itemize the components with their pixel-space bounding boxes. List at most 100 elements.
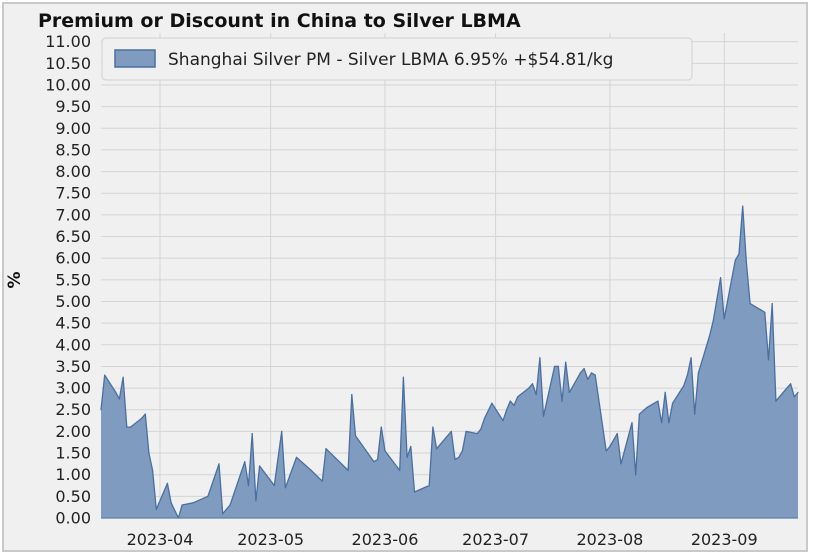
data-point bbox=[354, 435, 357, 437]
data-point bbox=[517, 396, 519, 398]
data-point bbox=[410, 445, 412, 448]
data-point bbox=[229, 504, 231, 506]
data-point bbox=[509, 400, 511, 402]
y-axis-ticks: 0.00 0.50 1.00 1.50 2.00 2.50 3.00 3.50 4.00 4.50… bbox=[45, 32, 91, 527]
data-point bbox=[797, 391, 799, 393]
data-point bbox=[281, 430, 283, 432]
data-point bbox=[413, 491, 416, 493]
data-point bbox=[399, 469, 401, 471]
data-point bbox=[284, 487, 286, 489]
series-layer bbox=[100, 205, 799, 519]
data-point bbox=[247, 484, 250, 487]
data-point bbox=[535, 394, 537, 396]
y-tick-label: 5.00 bbox=[55, 292, 91, 311]
data-point bbox=[579, 372, 582, 374]
legend-box bbox=[101, 37, 693, 81]
data-point bbox=[461, 450, 463, 452]
y-tick-label: 7.00 bbox=[55, 205, 91, 224]
data-point bbox=[686, 374, 689, 376]
data-point bbox=[373, 461, 375, 463]
y-tick-label: 0.00 bbox=[55, 509, 91, 528]
y-tick-label: 3.00 bbox=[55, 379, 91, 398]
data-point bbox=[561, 400, 563, 402]
data-point bbox=[502, 420, 504, 422]
legend-swatch bbox=[114, 49, 156, 68]
data-point bbox=[152, 469, 154, 471]
data-point bbox=[273, 484, 275, 487]
data-point bbox=[605, 450, 607, 452]
data-point bbox=[716, 298, 718, 300]
y-tick-label: 0.50 bbox=[55, 487, 91, 506]
data-point bbox=[351, 394, 353, 396]
data-point bbox=[734, 259, 736, 261]
chart-title: Premium or Discount in China to Silver L… bbox=[38, 10, 521, 32]
data-point bbox=[207, 495, 209, 497]
series-area bbox=[101, 206, 798, 518]
data-point bbox=[690, 357, 692, 359]
data-point bbox=[222, 513, 224, 515]
data-point bbox=[583, 368, 585, 370]
y-tick-label: 2.50 bbox=[55, 400, 91, 419]
data-point bbox=[170, 502, 172, 504]
data-point bbox=[760, 309, 762, 311]
data-point bbox=[657, 400, 659, 402]
data-point bbox=[377, 458, 379, 461]
data-point bbox=[255, 500, 257, 502]
data-point bbox=[295, 456, 298, 458]
data-point bbox=[141, 417, 143, 419]
y-tick-label: 1.00 bbox=[55, 465, 91, 484]
y-tick-label: 11.00 bbox=[45, 32, 91, 51]
legend: Shanghai Silver PM - Silver LBMA 6.95% +… bbox=[101, 37, 693, 81]
data-point bbox=[192, 502, 194, 504]
data-point bbox=[155, 508, 157, 510]
data-point bbox=[720, 277, 722, 279]
data-point bbox=[144, 413, 146, 415]
y-tick-label: 4.50 bbox=[55, 314, 91, 333]
data-point bbox=[181, 504, 183, 506]
data-point bbox=[631, 422, 633, 424]
data-point bbox=[476, 433, 478, 435]
x-tick-label: 2023-07 bbox=[462, 530, 529, 549]
data-point bbox=[712, 320, 714, 322]
y-tick-label: 9.00 bbox=[55, 119, 91, 138]
data-point bbox=[775, 400, 777, 402]
data-point bbox=[554, 365, 556, 367]
data-point bbox=[166, 482, 168, 484]
data-point bbox=[380, 426, 382, 428]
x-tick-label: 2023-06 bbox=[352, 530, 419, 549]
y-tick-label: 7.50 bbox=[55, 184, 91, 203]
data-point bbox=[638, 413, 641, 415]
data-point bbox=[491, 402, 493, 404]
data-point bbox=[697, 372, 700, 374]
data-point bbox=[708, 335, 711, 337]
data-point bbox=[664, 391, 666, 393]
x-tick-label: 2023-05 bbox=[237, 530, 304, 549]
data-point bbox=[771, 303, 773, 305]
data-point bbox=[458, 456, 460, 458]
data-point bbox=[764, 311, 766, 313]
data-point bbox=[436, 448, 438, 450]
data-point bbox=[432, 426, 434, 428]
data-point bbox=[694, 413, 696, 415]
data-point bbox=[767, 359, 770, 361]
data-point bbox=[723, 318, 725, 320]
data-point bbox=[104, 374, 106, 376]
series-line bbox=[100, 205, 799, 519]
data-point bbox=[259, 465, 261, 467]
data-point bbox=[428, 484, 430, 487]
data-point bbox=[661, 422, 663, 424]
data-point bbox=[244, 461, 246, 463]
data-point bbox=[742, 205, 744, 207]
y-tick-label: 8.50 bbox=[55, 140, 91, 159]
data-point bbox=[402, 376, 404, 378]
data-point bbox=[483, 417, 486, 419]
x-tick-label: 2023-09 bbox=[691, 530, 758, 549]
data-point bbox=[148, 452, 150, 454]
data-point bbox=[528, 387, 530, 389]
data-point bbox=[539, 357, 541, 359]
data-point bbox=[738, 253, 740, 255]
data-point bbox=[542, 415, 545, 417]
data-point bbox=[565, 361, 567, 363]
data-point bbox=[745, 261, 748, 264]
